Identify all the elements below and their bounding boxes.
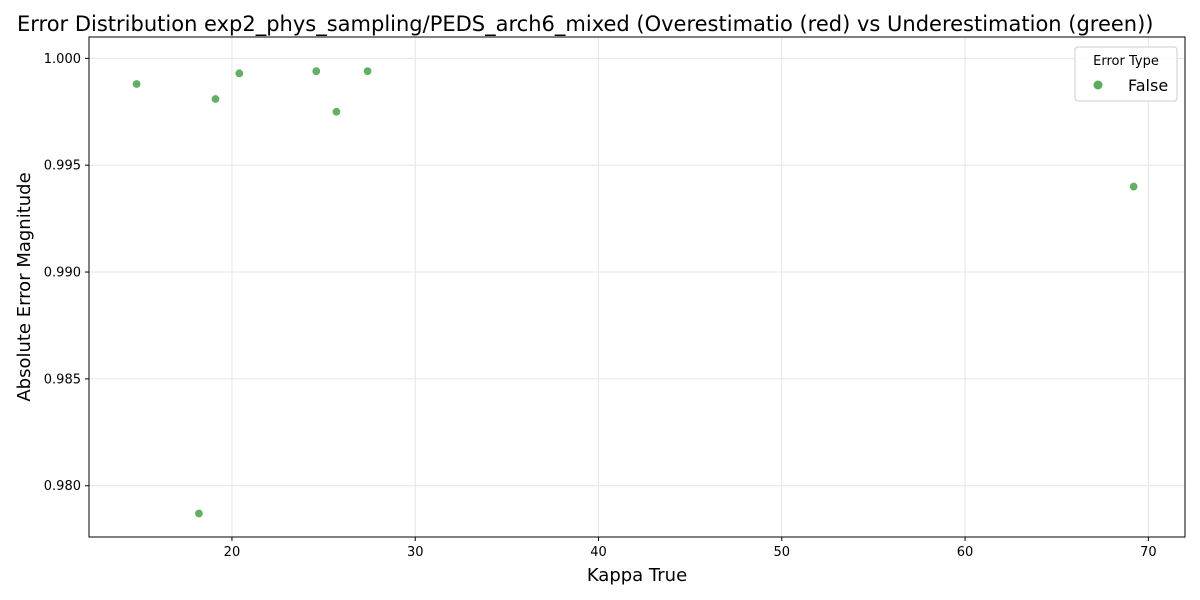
data-point (331, 107, 341, 117)
data-point (234, 68, 244, 78)
y-tick-label: 0.985 (44, 372, 81, 387)
legend: Error Type False (1074, 46, 1178, 102)
x-axis-ticks: 20 30 40 50 60 70 (224, 537, 1157, 560)
y-axis-ticks: 0.980 0.985 0.990 0.995 1.000 (44, 52, 89, 494)
x-tick-label: 60 (957, 545, 974, 560)
data-point (194, 508, 204, 518)
x-tick-label: 20 (224, 545, 241, 560)
legend-title: Error Type (1093, 54, 1159, 69)
data-point (210, 94, 220, 104)
x-axis-label: Kappa True (587, 565, 687, 586)
x-tick-label: 50 (774, 545, 791, 560)
data-points (132, 66, 1139, 518)
legend-label: False (1128, 76, 1168, 95)
x-tick-label: 70 (1140, 545, 1157, 560)
data-point (1129, 182, 1139, 192)
x-tick-label: 30 (407, 545, 424, 560)
data-point (132, 79, 142, 89)
y-tick-label: 0.990 (44, 266, 81, 281)
legend-marker (1093, 80, 1103, 90)
chart-title: Error Distribution exp2_phys_sampling/PE… (17, 12, 1154, 37)
y-tick-label: 0.995 (44, 159, 81, 174)
y-tick-label: 1.000 (44, 52, 81, 67)
data-point (311, 66, 321, 76)
y-tick-label: 0.980 (44, 479, 81, 494)
grid-lines (89, 37, 1185, 537)
y-axis-label: Absolute Error Magnitude (14, 172, 35, 401)
data-point (363, 66, 373, 76)
x-tick-label: 40 (590, 545, 607, 560)
plot-frame (88, 36, 1186, 538)
